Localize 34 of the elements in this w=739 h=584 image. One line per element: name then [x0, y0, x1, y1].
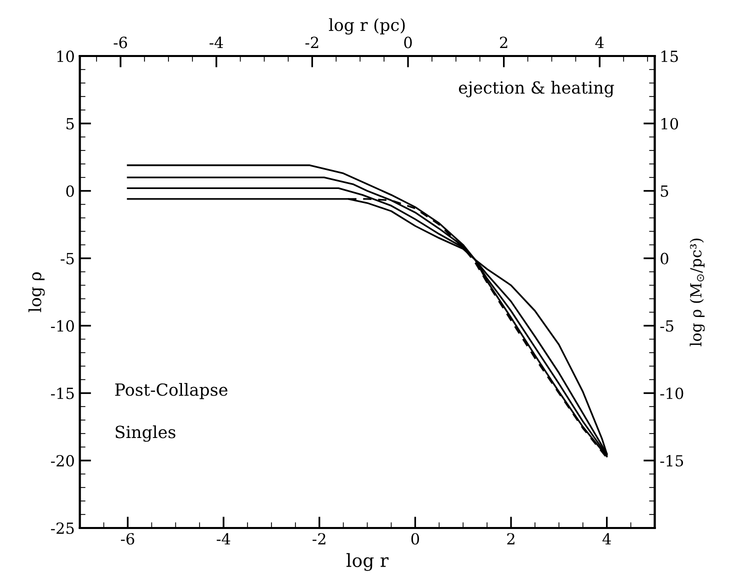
annotation: ejection & heating [458, 80, 614, 98]
x-tick-label: -6 [120, 533, 134, 545]
y-tick-label: 0 [66, 185, 74, 197]
y2-axis-title: log ρ (M$_{⊙}$/pc³) [690, 238, 705, 346]
y2-tick-label: 10 [661, 118, 678, 130]
y-tick-label: 10 [57, 50, 74, 62]
x-tick-label: -4 [216, 533, 230, 544]
x-tick-label: 4 [602, 533, 611, 544]
x-tick-label: 0 [411, 533, 420, 545]
x2-tick-label: 4 [595, 36, 604, 48]
y-tick-label: 5 [66, 118, 74, 130]
y-tick-label: -10 [51, 320, 74, 332]
x2-tick-label: -2 [305, 36, 318, 48]
y-tick-label: -25 [51, 522, 74, 534]
y2-tick-label: -10 [660, 388, 684, 400]
y2-tick-label: 5 [660, 186, 668, 197]
x2-tick-label: 2 [500, 36, 508, 48]
y2-tick-label: 0 [660, 252, 668, 264]
y-axis-title: log ρ [28, 272, 45, 312]
y2-tick-label: -15 [660, 454, 684, 467]
x2-tick-label: 0 [404, 36, 412, 48]
y-tick-label: -15 [51, 388, 74, 400]
x2-axis-title: log r (pc) [328, 18, 405, 35]
x-tick-label: -2 [312, 533, 326, 544]
y2-tick-label: -5 [660, 320, 674, 332]
x2-tick-label: -4 [210, 36, 224, 48]
annotation: Singles [116, 425, 176, 442]
y2-tick-label: 15 [661, 50, 678, 62]
x2-tick-label: -6 [114, 36, 128, 48]
y-tick-label: -20 [51, 454, 74, 467]
y-tick-label: -5 [60, 252, 74, 264]
x-tick-label: 2 [507, 533, 514, 544]
x-axis-title: log r [346, 553, 389, 571]
annotation: Post-Collapse [115, 383, 228, 400]
